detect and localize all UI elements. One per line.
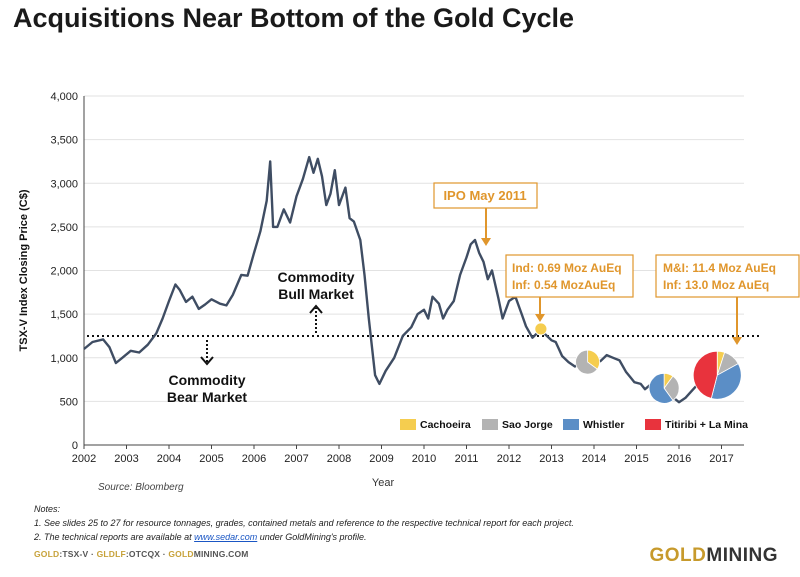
note-1: 1. See slides 25 to 27 for resource tonn… [34, 518, 574, 528]
x-tick-label: 2008 [327, 453, 351, 465]
x-tick-label: 2015 [624, 453, 648, 465]
page-title: Acquisitions Near Bottom of the Gold Cyc… [13, 3, 575, 33]
x-tick-label: 2017 [709, 453, 733, 465]
acquisition-pie [534, 322, 548, 336]
x-tick-label: 2016 [667, 453, 691, 465]
y-tick-label: 0 [72, 440, 78, 452]
x-tick-label: 2002 [72, 453, 96, 465]
footer-gldlf-suffix: :OTCQX · [125, 549, 169, 559]
acquisition-pie [692, 350, 742, 400]
ipo-box [433, 182, 538, 209]
x-tick-label: 2012 [497, 453, 521, 465]
x-tick-label: 2006 [242, 453, 266, 465]
x-axis-title: Year [372, 477, 395, 489]
y-tick-label: 3,500 [50, 135, 78, 147]
y-tick-label: 2,500 [50, 222, 78, 234]
footer-gold-suffix: :TSX-V · [59, 549, 97, 559]
acquisition-pie [575, 349, 601, 375]
y-tick-label: 4,000 [50, 91, 78, 103]
resource-box-1-line2: Inf: 0.54 MozAuEq [512, 278, 615, 292]
bull-market-label: Commodity [278, 269, 355, 285]
note-2-prefix: 2. The technical reports are available a… [34, 532, 195, 542]
resource-box-1-line1: Ind: 0.69 Moz AuEq [512, 261, 622, 275]
logo-rest: MINING [706, 545, 778, 566]
acquisition-pie [648, 372, 680, 404]
y-tick-label: 1,500 [50, 309, 78, 321]
bull-market-label: Bull Market [278, 286, 354, 302]
bear-arrow-head [200, 356, 214, 366]
footer-site-gold: GOLD [168, 549, 194, 559]
y-axis-title: TSX-V Index Closing Price (C$) [18, 189, 30, 351]
notes-heading: Notes: [34, 504, 61, 514]
sedar-link[interactable]: www.sedar.com [194, 532, 258, 542]
goldmining-logo: GOLDMINING [650, 545, 779, 567]
logo-gold: GOLD [649, 545, 707, 566]
note-2: 2. The technical reports are available a… [34, 530, 574, 544]
footer-gldlf: GLDLF [96, 549, 126, 559]
ipo-label: IPO May 2011 [443, 188, 526, 203]
x-tick-label: 2014 [582, 453, 606, 465]
legend-swatch [482, 419, 498, 430]
resource-box-2 [655, 254, 800, 298]
ipo-arrow-head [481, 238, 491, 246]
pie-slice [710, 363, 742, 400]
pie-slice [663, 375, 680, 401]
y-tick-label: 3,000 [50, 178, 78, 190]
legend-label: Titiribi + La Mina [665, 419, 748, 431]
x-tick-label: 2003 [114, 453, 138, 465]
resource-arrow-1-head [535, 314, 545, 322]
x-tick-label: 2010 [412, 453, 436, 465]
footer-tickers: GOLD:TSX-V · GLDLF:OTCQX · GOLDMINING.CO… [34, 549, 249, 559]
resource-box-1 [505, 254, 634, 298]
legend-label: Whistler [583, 419, 624, 431]
pie-slice [575, 349, 598, 375]
bear-market-label: Bear Market [167, 389, 247, 405]
pie-slice [692, 350, 718, 399]
bull-arrow-head [309, 304, 323, 314]
notes: Notes: 1. See slides 25 to 27 for resour… [34, 502, 574, 544]
legend-label: Cachoeira [420, 419, 471, 431]
x-tick-label: 2011 [455, 453, 479, 465]
footer-gold: GOLD [34, 549, 60, 559]
footer-site-suffix: MINING.COM [193, 549, 249, 559]
legend-label: Sao Jorge [502, 419, 553, 431]
pie-slice [534, 322, 548, 336]
pie-slice [648, 372, 674, 404]
x-tick-label: 2005 [199, 453, 223, 465]
legend-swatch [645, 419, 661, 430]
bear-market-label: Commodity [169, 372, 246, 388]
x-tick-label: 2007 [284, 453, 308, 465]
series-line [83, 155, 731, 404]
tsxv-chart: 0 500 1,000 1,500 2,000 2,500 3,000 3,500 4,000 2… [18, 91, 800, 493]
legend-swatch [563, 419, 579, 430]
x-tick-label: 2009 [369, 453, 393, 465]
note-2-suffix: under GoldMining's profile. [257, 532, 367, 542]
y-tick-label: 2,000 [50, 266, 78, 278]
resource-arrow-2-head [732, 337, 742, 345]
pie-slice [587, 349, 601, 370]
x-tick-label: 2013 [539, 453, 563, 465]
source-label: Source: Bloomberg [98, 482, 184, 493]
resource-box-2-line1: M&I: 11.4 Moz AuEq [663, 261, 776, 275]
resource-box-2-line2: Inf: 13.0 Moz AuEq [663, 278, 769, 292]
y-tick-label: 500 [60, 396, 78, 408]
y-tick-label: 1,000 [50, 353, 78, 365]
legend-swatch [400, 419, 416, 430]
x-tick-label: 2004 [157, 453, 181, 465]
